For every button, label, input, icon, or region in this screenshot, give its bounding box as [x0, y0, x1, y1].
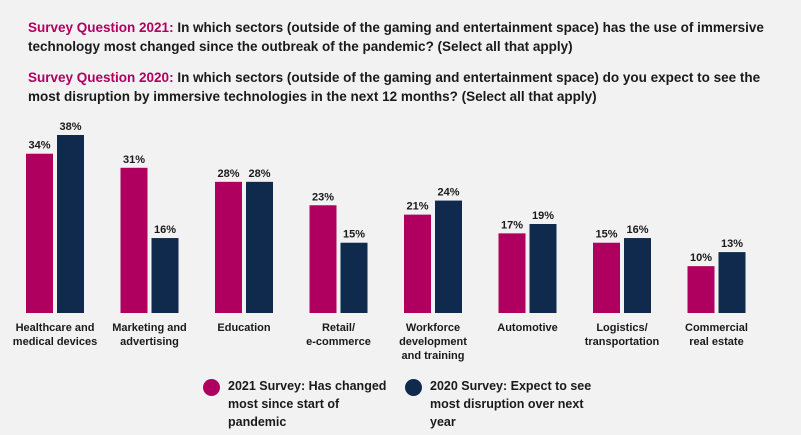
- category-label-3: e-commerce: [306, 336, 371, 348]
- category-label-4: development: [399, 336, 467, 348]
- data-label-2021-2: 28%: [217, 168, 239, 180]
- data-label-2021-3: 23%: [312, 191, 334, 203]
- bar-2021-2: [215, 181, 242, 313]
- category-label-4: and training: [402, 350, 465, 362]
- question-2021-label: Survey Question 2021:: [28, 20, 174, 35]
- data-label-2021-0: 34%: [28, 140, 50, 152]
- legend-label-2020: 2020 Survey: Expect to see most disrupti…: [430, 379, 592, 429]
- data-label-2020-6: 16%: [626, 224, 648, 236]
- category-label-7: Commercial: [685, 322, 748, 334]
- category-label-0: medical devices: [13, 336, 97, 348]
- question-2020-label: Survey Question 2020:: [28, 70, 174, 85]
- data-label-2021-1: 31%: [123, 154, 145, 166]
- data-label-2020-7: 13%: [721, 238, 743, 250]
- data-label-2020-5: 19%: [532, 210, 554, 222]
- data-label-2020-2: 28%: [248, 168, 270, 180]
- legend-item-2020: 2020 Survey: Expect to see most disrupti…: [405, 377, 600, 431]
- category-label-1: advertising: [120, 336, 179, 348]
- category-label-4: Workforce: [406, 322, 460, 334]
- bar-2021-1: [120, 167, 148, 313]
- data-label-2020-1: 16%: [154, 224, 176, 236]
- category-label-2: Education: [217, 322, 270, 334]
- bar-2020-5: [529, 224, 557, 313]
- category-label-3: Retail/: [322, 322, 355, 334]
- bar-2021-5: [498, 233, 526, 313]
- bar-2020-3: [340, 242, 368, 313]
- bar-2020-1: [151, 238, 179, 313]
- bar-2021-4: [404, 214, 431, 313]
- category-label-0: Healthcare and: [16, 322, 95, 334]
- data-label-2021-4: 21%: [406, 201, 428, 213]
- data-label-2021-5: 17%: [501, 219, 523, 231]
- bar-2020-0: [57, 135, 84, 313]
- question-2020: Survey Question 2020: In which sectors (…: [28, 68, 788, 106]
- legend-item-2021: 2021 Survey: Has changed most since star…: [203, 377, 398, 431]
- legend-swatch-2020: [405, 379, 422, 396]
- legend-swatch-2021: [203, 379, 220, 396]
- question-2020-text: In which sectors (outside of the gaming …: [28, 70, 761, 104]
- category-label-1: Marketing and: [112, 322, 187, 334]
- category-label-6: transportation: [585, 336, 660, 348]
- bar-2020-7: [718, 252, 746, 313]
- bar-2021-3: [309, 205, 337, 313]
- data-label-2020-4: 24%: [437, 187, 459, 199]
- bar-2021-7: [687, 266, 715, 313]
- data-label-2021-6: 15%: [595, 229, 617, 241]
- data-label-2021-7: 10%: [690, 252, 712, 264]
- bar-chart: 34% 38% Healthcare and medical devices 31% 16…: [13, 121, 748, 362]
- bar-2020-6: [624, 238, 651, 313]
- question-2021-text: In which sectors (outside of the gaming …: [28, 20, 764, 54]
- bar-2020-4: [435, 200, 462, 313]
- category-label-6: Logistics/: [596, 322, 647, 334]
- legend-label-2021: 2021 Survey: Has changed most since star…: [228, 379, 387, 429]
- bar-2021-0: [26, 153, 53, 313]
- category-label-7: real estate: [689, 336, 743, 348]
- data-label-2020-0: 38%: [59, 121, 81, 133]
- data-label-2020-3: 15%: [343, 229, 365, 241]
- bar-2020-2: [246, 181, 273, 313]
- question-2021: Survey Question 2021: In which sectors (…: [28, 18, 788, 56]
- category-label-5: Automotive: [497, 322, 558, 334]
- bar-2021-6: [593, 242, 620, 313]
